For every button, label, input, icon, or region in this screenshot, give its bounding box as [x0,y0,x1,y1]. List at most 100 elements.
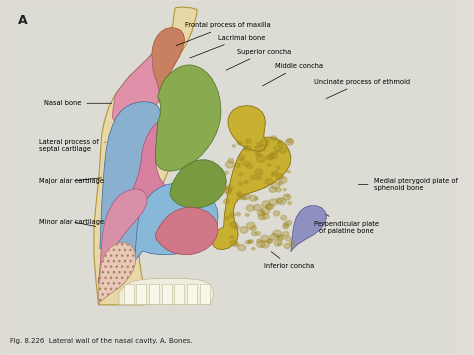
Circle shape [225,217,230,220]
Circle shape [266,155,273,160]
Circle shape [269,187,276,192]
Circle shape [288,202,292,204]
Circle shape [273,211,280,216]
Polygon shape [124,284,134,304]
Circle shape [237,194,240,196]
Circle shape [278,235,283,239]
Polygon shape [187,284,197,304]
Polygon shape [200,284,210,304]
Circle shape [250,226,256,231]
Circle shape [255,146,257,149]
Polygon shape [133,123,173,207]
Circle shape [262,214,269,219]
Polygon shape [228,106,266,151]
Circle shape [234,225,239,229]
Circle shape [261,241,270,248]
Circle shape [235,243,239,247]
Circle shape [223,199,229,203]
Circle shape [242,196,246,200]
Circle shape [271,182,280,189]
Circle shape [270,153,278,159]
Text: Superior concha: Superior concha [226,49,292,70]
Circle shape [266,205,272,209]
Circle shape [228,159,234,163]
Circle shape [257,210,265,216]
Circle shape [287,139,293,143]
Circle shape [243,193,250,200]
Circle shape [252,232,256,236]
Circle shape [236,212,240,216]
Circle shape [225,171,228,174]
Circle shape [256,241,265,247]
Circle shape [271,136,277,141]
Circle shape [239,182,243,185]
Circle shape [266,204,273,209]
Circle shape [276,166,280,169]
Circle shape [257,153,261,156]
Circle shape [285,220,292,225]
Text: Inferior concha: Inferior concha [264,252,315,269]
Circle shape [270,234,278,240]
Polygon shape [155,207,218,255]
Text: Middle concha: Middle concha [263,63,323,86]
Circle shape [272,152,275,155]
Circle shape [278,181,283,185]
Circle shape [262,201,270,207]
Text: Fig. 8.226  Lateral wall of the nasal cavity. A. Bones.: Fig. 8.226 Lateral wall of the nasal cav… [10,338,192,344]
Circle shape [237,191,242,195]
Circle shape [257,176,262,180]
Circle shape [239,196,244,200]
Circle shape [224,188,232,194]
Circle shape [257,239,261,242]
Circle shape [278,235,284,240]
Circle shape [277,142,280,144]
Circle shape [238,155,245,160]
Circle shape [267,164,271,166]
Circle shape [289,241,294,246]
Circle shape [261,211,264,213]
Circle shape [243,161,249,166]
Polygon shape [0,1,456,354]
Circle shape [283,189,286,191]
Circle shape [230,235,234,238]
Polygon shape [99,189,147,284]
Circle shape [244,146,247,149]
Circle shape [255,197,258,200]
Circle shape [287,170,291,173]
Text: Lateral process of
septal cartilage: Lateral process of septal cartilage [39,139,105,152]
Text: Lacrimal bone: Lacrimal bone [190,35,265,58]
Circle shape [226,185,233,190]
Circle shape [276,174,283,180]
Circle shape [246,164,253,169]
Circle shape [230,222,237,228]
Circle shape [279,144,283,147]
Text: Perpendicular plate
of palatine bone: Perpendicular plate of palatine bone [314,214,379,234]
Circle shape [280,147,287,153]
Circle shape [273,146,281,151]
Circle shape [279,141,282,144]
Text: Major alar cartilage: Major alar cartilage [39,178,104,184]
Circle shape [260,139,269,146]
Circle shape [285,236,292,241]
Circle shape [244,180,248,184]
Circle shape [246,139,251,143]
Circle shape [252,247,255,250]
Circle shape [249,240,253,243]
Circle shape [283,194,291,200]
Text: Medial pterygoid plate of
sphenoid bone: Medial pterygoid plate of sphenoid bone [358,178,457,191]
Polygon shape [99,242,136,305]
Circle shape [235,163,240,167]
Circle shape [258,214,265,220]
Circle shape [273,230,282,237]
Circle shape [281,215,286,220]
Circle shape [261,207,270,214]
Polygon shape [100,102,161,256]
Circle shape [239,173,243,176]
Circle shape [249,195,257,201]
Circle shape [274,240,282,246]
Circle shape [255,152,259,155]
Polygon shape [170,160,226,208]
Circle shape [246,241,250,244]
Circle shape [224,187,231,192]
Circle shape [255,169,263,175]
